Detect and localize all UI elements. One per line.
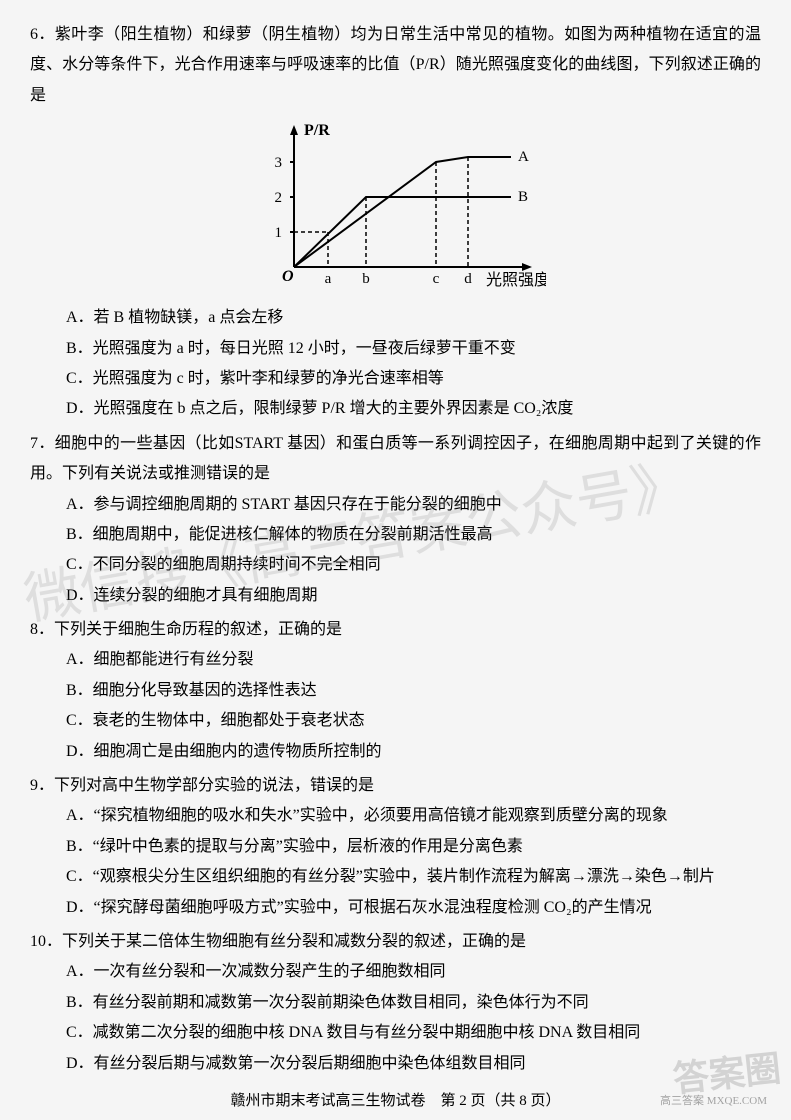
question-9: 9．下列对高中生物学部分实验的说法，错误的是 A．“探究植物细胞的吸水和失水”实… bbox=[30, 771, 761, 923]
y-axis-label: P/R bbox=[304, 122, 330, 139]
q10-number: 10． bbox=[30, 933, 62, 950]
q9-options: A．“探究植物细胞的吸水和失水”实验中，必须要用高倍镜才能观察到质壁分离的现象 … bbox=[30, 801, 761, 923]
ytick-1-label: 1 bbox=[274, 225, 282, 241]
question-10: 10．下列关于某二倍体生物细胞有丝分裂和减数分裂的叙述，正确的是 A．一次有丝分… bbox=[30, 927, 761, 1079]
q6-stem: 6．紫叶李（阳生植物）和绿萝（阴生植物）均为日常生活中常见的植物。如图为两种植物… bbox=[30, 20, 761, 111]
q9-option-a: A．“探究植物细胞的吸水和失水”实验中，必须要用高倍镜才能观察到质壁分离的现象 bbox=[66, 801, 761, 831]
q7-option-b: B．细胞周期中，能促进核仁解体的物质在分裂前期活性最高 bbox=[66, 520, 761, 550]
y-axis-arrow bbox=[290, 125, 298, 135]
question-8: 8．下列关于细胞生命历程的叙述，正确的是 A．细胞都能进行有丝分裂 B．细胞分化… bbox=[30, 615, 761, 767]
q6-number: 6． bbox=[30, 26, 55, 43]
q6-option-a: A．若 B 植物缺镁，a 点会左移 bbox=[66, 303, 761, 333]
q7-stem: 7．细胞中的一些基因（比如START 基因）和蛋白质等一系列调控因子，在细胞周期… bbox=[30, 429, 761, 490]
q10-stem-text: 下列关于某二倍体生物细胞有丝分裂和减数分裂的叙述，正确的是 bbox=[62, 933, 526, 950]
q8-number: 8． bbox=[30, 621, 54, 638]
q10-options: A．一次有丝分裂和一次减数分裂产生的子细胞数相同 B．有丝分裂前期和减数第一次分… bbox=[30, 957, 761, 1079]
xtick-b: b bbox=[362, 271, 370, 287]
question-6: 6．紫叶李（阳生植物）和绿萝（阴生植物）均为日常生活中常见的植物。如图为两种植物… bbox=[30, 20, 761, 425]
series-b-label: B bbox=[518, 189, 528, 205]
page-footer: 赣州市期末考试高三生物试卷 第 2 页（共 8 页） bbox=[30, 1087, 761, 1116]
ytick-3-label: 3 bbox=[274, 155, 282, 171]
q8-option-c: C．衰老的生物体中，细胞都处于衰老状态 bbox=[66, 706, 761, 736]
q9-stem: 9．下列对高中生物学部分实验的说法，错误的是 bbox=[30, 771, 761, 801]
q9-option-c: C．“观察根尖分生区组织细胞的有丝分裂”实验中，装片制作流程为解离→漂洗→染色→… bbox=[66, 862, 761, 892]
series-b-line bbox=[294, 197, 511, 267]
question-7: 7．细胞中的一些基因（比如START 基因）和蛋白质等一系列调控因子，在细胞周期… bbox=[30, 429, 761, 611]
q10-option-b: B．有丝分裂前期和减数第一次分裂前期染色体数目相同，染色体行为不同 bbox=[66, 988, 761, 1018]
q7-number: 7． bbox=[30, 435, 55, 452]
q6-chart-container: 1 2 3 P/R O A B a b c d 光照强度 bbox=[30, 117, 761, 297]
q6-option-d: D．光照强度在 b 点之后，限制绿萝 P/R 增大的主要外界因素是 CO₂浓度 bbox=[66, 394, 761, 424]
q8-stem-text: 下列关于细胞生命历程的叙述，正确的是 bbox=[54, 621, 342, 638]
q8-option-d: D．细胞凋亡是由细胞内的遗传物质所控制的 bbox=[66, 737, 761, 767]
q6-option-b: B．光照强度为 a 时，每日光照 12 小时，一昼夜后绿萝干重不变 bbox=[66, 334, 761, 364]
xtick-a: a bbox=[324, 271, 331, 287]
q9-number: 9． bbox=[30, 777, 54, 794]
q6-chart: 1 2 3 P/R O A B a b c d 光照强度 bbox=[246, 117, 546, 297]
q10-option-c: C．减数第二次分裂的细胞中核 DNA 数目与有丝分裂中期细胞中核 DNA 数目相… bbox=[66, 1018, 761, 1048]
q6-options: A．若 B 植物缺镁，a 点会左移 B．光照强度为 a 时，每日光照 12 小时… bbox=[30, 303, 761, 425]
q6-stem-text: 紫叶李（阳生植物）和绿萝（阴生植物）均为日常生活中常见的植物。如图为两种植物在适… bbox=[30, 26, 761, 104]
xtick-d: d bbox=[464, 271, 472, 287]
q8-option-a: A．细胞都能进行有丝分裂 bbox=[66, 645, 761, 675]
xtick-c: c bbox=[432, 271, 439, 287]
q9-option-d: D．“探究酵母菌细胞呼吸方式”实验中，可根据石灰水混浊程度检测 CO₂的产生情况 bbox=[66, 893, 761, 923]
series-a-line bbox=[294, 157, 511, 267]
x-axis-arrow bbox=[522, 263, 532, 271]
q7-option-d: D．连续分裂的细胞才具有细胞周期 bbox=[66, 581, 761, 611]
q8-stem: 8．下列关于细胞生命历程的叙述，正确的是 bbox=[30, 615, 761, 645]
q7-stem-text: 细胞中的一些基因（比如START 基因）和蛋白质等一系列调控因子，在细胞周期中起… bbox=[30, 435, 761, 482]
q9-option-b: B．“绿叶中色素的提取与分离”实验中，层析液的作用是分离色素 bbox=[66, 832, 761, 862]
x-axis-label: 光照强度 bbox=[486, 271, 546, 289]
q8-option-b: B．细胞分化导致基因的选择性表达 bbox=[66, 676, 761, 706]
q7-option-a: A．参与调控细胞周期的 START 基因只存在于能分裂的细胞中 bbox=[66, 490, 761, 520]
q8-options: A．细胞都能进行有丝分裂 B．细胞分化导致基因的选择性表达 C．衰老的生物体中，… bbox=[30, 645, 761, 767]
series-a-label: A bbox=[518, 149, 529, 165]
origin-label: O bbox=[282, 268, 294, 285]
ytick-2-label: 2 bbox=[274, 190, 282, 206]
corner-watermark-small: 高三答案 MXQE.COM bbox=[660, 1091, 767, 1112]
q7-options: A．参与调控细胞周期的 START 基因只存在于能分裂的细胞中 B．细胞周期中，… bbox=[30, 490, 761, 612]
q6-option-c: C．光照强度为 c 时，紫叶李和绿萝的净光合速率相等 bbox=[66, 364, 761, 394]
q10-stem: 10．下列关于某二倍体生物细胞有丝分裂和减数分裂的叙述，正确的是 bbox=[30, 927, 761, 957]
q10-option-a: A．一次有丝分裂和一次减数分裂产生的子细胞数相同 bbox=[66, 957, 761, 987]
q7-option-c: C．不同分裂的细胞周期持续时间不完全相同 bbox=[66, 550, 761, 580]
q9-stem-text: 下列对高中生物学部分实验的说法，错误的是 bbox=[54, 777, 374, 794]
q10-option-d: D．有丝分裂后期与减数第一次分裂后期细胞中染色体组数目相同 bbox=[66, 1049, 761, 1079]
